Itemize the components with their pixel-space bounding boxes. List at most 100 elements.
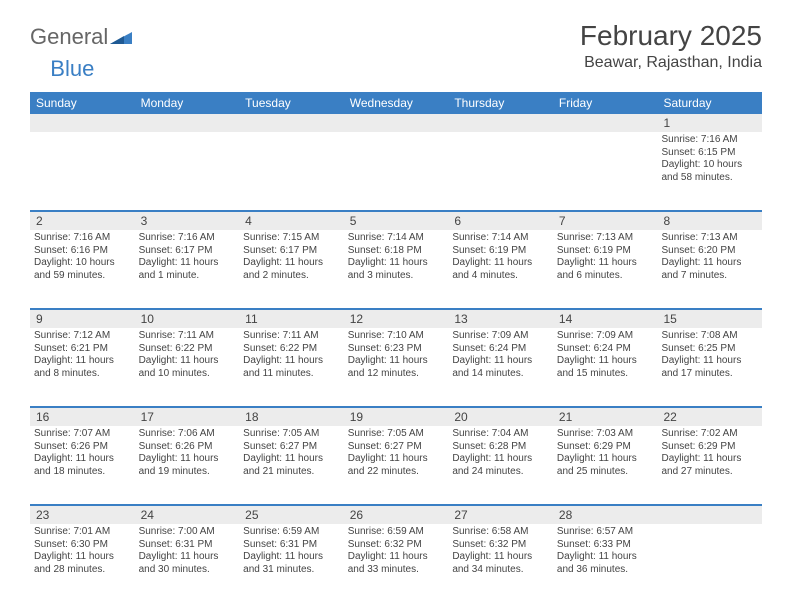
title-block: February 2025 Beawar, Rajasthan, India — [580, 20, 762, 72]
location-label: Beawar, Rajasthan, India — [580, 54, 762, 72]
sunrise-text: Sunrise: 7:16 AM — [139, 232, 236, 245]
week-row: Sunrise: 7:01 AMSunset: 6:30 PMDaylight:… — [30, 524, 762, 602]
daylight-text: and 2 minutes. — [243, 270, 340, 283]
day-cell: Sunrise: 6:57 AMSunset: 6:33 PMDaylight:… — [553, 524, 658, 602]
sunrise-text: Sunrise: 7:03 AM — [557, 428, 654, 441]
day-cell: Sunrise: 7:09 AMSunset: 6:24 PMDaylight:… — [448, 328, 553, 406]
daylight-text: and 59 minutes. — [34, 270, 131, 283]
weeks-container: 1Sunrise: 7:16 AMSunset: 6:15 PMDaylight… — [30, 114, 762, 602]
dayheader-sun: Sunday — [30, 92, 135, 114]
sunset-text: Sunset: 6:25 PM — [661, 343, 758, 356]
sunrise-text: Sunrise: 6:57 AM — [557, 526, 654, 539]
sunrise-text: Sunrise: 7:04 AM — [452, 428, 549, 441]
day-number — [553, 114, 658, 132]
sunset-text: Sunset: 6:23 PM — [348, 343, 445, 356]
day-number: 14 — [553, 310, 658, 328]
day-cell: Sunrise: 7:02 AMSunset: 6:29 PMDaylight:… — [657, 426, 762, 504]
day-cell: Sunrise: 7:11 AMSunset: 6:22 PMDaylight:… — [239, 328, 344, 406]
daylight-text: and 7 minutes. — [661, 270, 758, 283]
day-number: 23 — [30, 506, 135, 524]
day-cell — [657, 524, 762, 602]
day-cell: Sunrise: 7:16 AMSunset: 6:16 PMDaylight:… — [30, 230, 135, 308]
sunset-text: Sunset: 6:17 PM — [243, 245, 340, 258]
day-cell — [344, 132, 449, 210]
daylight-text: Daylight: 10 hours — [34, 257, 131, 270]
day-number: 12 — [344, 310, 449, 328]
day-cell: Sunrise: 7:15 AMSunset: 6:17 PMDaylight:… — [239, 230, 344, 308]
daylight-text: and 8 minutes. — [34, 368, 131, 381]
brand-logo: General — [30, 24, 132, 50]
day-cell: Sunrise: 7:07 AMSunset: 6:26 PMDaylight:… — [30, 426, 135, 504]
day-number — [657, 506, 762, 524]
day-cell — [30, 132, 135, 210]
brand-blue: Blue — [50, 56, 94, 82]
sunrise-text: Sunrise: 7:11 AM — [139, 330, 236, 343]
daylight-text: Daylight: 11 hours — [139, 257, 236, 270]
sunset-text: Sunset: 6:22 PM — [139, 343, 236, 356]
sunrise-text: Sunrise: 7:02 AM — [661, 428, 758, 441]
daylight-text: and 30 minutes. — [139, 564, 236, 577]
day-cell: Sunrise: 7:09 AMSunset: 6:24 PMDaylight:… — [553, 328, 658, 406]
daylight-text: and 12 minutes. — [348, 368, 445, 381]
sunrise-text: Sunrise: 7:13 AM — [661, 232, 758, 245]
sunset-text: Sunset: 6:22 PM — [243, 343, 340, 356]
sunrise-text: Sunrise: 7:16 AM — [661, 134, 758, 147]
daynum-row: 232425262728 — [30, 506, 762, 524]
daylight-text: Daylight: 11 hours — [34, 453, 131, 466]
daylight-text: and 28 minutes. — [34, 564, 131, 577]
calendar-page: General February 2025 Beawar, Rajasthan,… — [0, 0, 792, 612]
daylight-text: Daylight: 11 hours — [452, 551, 549, 564]
brand-arrow-icon — [110, 24, 132, 50]
sunrise-text: Sunrise: 7:13 AM — [557, 232, 654, 245]
sunrise-text: Sunrise: 7:07 AM — [34, 428, 131, 441]
sunset-text: Sunset: 6:31 PM — [243, 539, 340, 552]
day-number — [344, 114, 449, 132]
daylight-text: and 19 minutes. — [139, 466, 236, 479]
daylight-text: Daylight: 11 hours — [661, 453, 758, 466]
sunset-text: Sunset: 6:30 PM — [34, 539, 131, 552]
sunrise-text: Sunrise: 7:15 AM — [243, 232, 340, 245]
daylight-text: and 24 minutes. — [452, 466, 549, 479]
daylight-text: Daylight: 11 hours — [452, 257, 549, 270]
daylight-text: and 11 minutes. — [243, 368, 340, 381]
daylight-text: and 18 minutes. — [34, 466, 131, 479]
sunset-text: Sunset: 6:26 PM — [34, 441, 131, 454]
day-number: 16 — [30, 408, 135, 426]
day-cell: Sunrise: 7:14 AMSunset: 6:18 PMDaylight:… — [344, 230, 449, 308]
day-number: 24 — [135, 506, 240, 524]
daylight-text: Daylight: 11 hours — [243, 257, 340, 270]
daylight-text: Daylight: 11 hours — [139, 355, 236, 368]
daylight-text: and 14 minutes. — [452, 368, 549, 381]
dayheader-row: Sunday Monday Tuesday Wednesday Thursday… — [30, 92, 762, 114]
week-row: Sunrise: 7:07 AMSunset: 6:26 PMDaylight:… — [30, 426, 762, 506]
daylight-text: Daylight: 11 hours — [34, 551, 131, 564]
daylight-text: Daylight: 11 hours — [661, 355, 758, 368]
daylight-text: and 15 minutes. — [557, 368, 654, 381]
day-number: 1 — [657, 114, 762, 132]
sunset-text: Sunset: 6:31 PM — [139, 539, 236, 552]
day-number: 15 — [657, 310, 762, 328]
day-cell: Sunrise: 6:59 AMSunset: 6:32 PMDaylight:… — [344, 524, 449, 602]
day-cell: Sunrise: 7:00 AMSunset: 6:31 PMDaylight:… — [135, 524, 240, 602]
daylight-text: and 6 minutes. — [557, 270, 654, 283]
daylight-text: Daylight: 11 hours — [557, 355, 654, 368]
day-number: 5 — [344, 212, 449, 230]
day-number: 20 — [448, 408, 553, 426]
sunset-text: Sunset: 6:24 PM — [557, 343, 654, 356]
daylight-text: and 58 minutes. — [661, 172, 758, 185]
sunset-text: Sunset: 6:26 PM — [139, 441, 236, 454]
daylight-text: Daylight: 11 hours — [557, 453, 654, 466]
daynum-row: 16171819202122 — [30, 408, 762, 426]
daylight-text: and 22 minutes. — [348, 466, 445, 479]
sunset-text: Sunset: 6:20 PM — [661, 245, 758, 258]
daylight-text: Daylight: 11 hours — [34, 355, 131, 368]
day-number: 21 — [553, 408, 658, 426]
day-number: 13 — [448, 310, 553, 328]
day-number: 7 — [553, 212, 658, 230]
daylight-text: Daylight: 11 hours — [139, 453, 236, 466]
sunset-text: Sunset: 6:32 PM — [452, 539, 549, 552]
dayheader-tue: Tuesday — [239, 92, 344, 114]
dayheader-thu: Thursday — [448, 92, 553, 114]
day-number: 8 — [657, 212, 762, 230]
day-cell — [135, 132, 240, 210]
